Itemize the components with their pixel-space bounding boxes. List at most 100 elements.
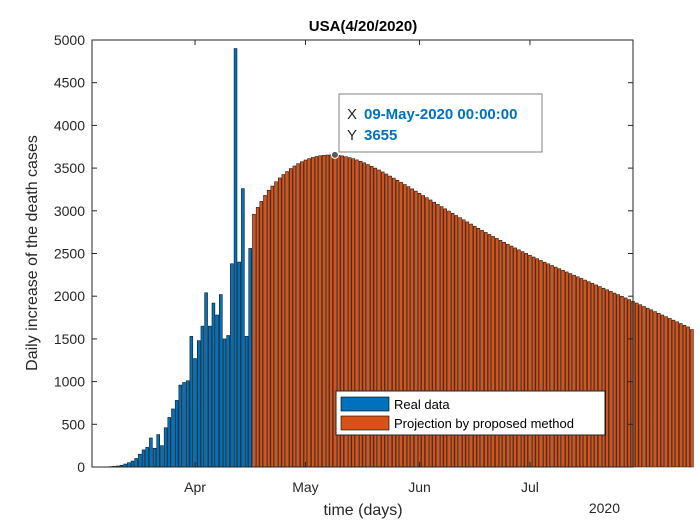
real-data-bar [182,382,186,468]
projection-bar [682,324,687,468]
projection-bar [664,316,668,468]
projection-bar [653,311,657,468]
data-tip[interactable]: X 09-May-2020 00:00:00 Y 3655 [330,93,543,159]
real-data-bars [105,48,252,468]
projection-bar [535,258,540,468]
projection-bar [576,276,580,468]
real-data-bar [185,380,190,468]
real-data-bar [197,340,201,468]
y-tick-label: 3500 [54,160,85,176]
projection-bar [609,291,613,468]
real-data-bar [233,48,238,468]
projection-bar [255,207,260,468]
projection-bar [660,314,665,468]
projection-bar [314,156,319,468]
data-tip-x-label: X [347,106,357,123]
projection-bar [686,326,690,468]
projection-bar [671,319,676,468]
real-data-bar [193,358,197,468]
projection-bar [668,318,672,468]
projection-bar [553,266,558,468]
projection-bar [657,313,661,468]
real-data-bar [156,434,160,468]
real-data-bar [167,417,171,468]
x-axis-ticks: Apr May Jun Jul [184,40,539,495]
y-tick-label: 2500 [54,246,85,262]
y-tick-label: 3000 [54,203,85,219]
projection-bar [638,304,643,468]
y-tick-label: 0 [77,459,85,475]
x-tick-label: May [292,479,318,495]
projection-bar [642,306,646,468]
projection-bar [616,294,620,468]
projection-bar [322,155,326,468]
projection-bar [605,289,609,468]
data-tip-y-label: Y [347,127,357,144]
projection-bar [634,302,639,468]
data-tip-marker[interactable] [330,150,339,159]
projection-bar [270,185,275,468]
x-tick-label: Apr [184,479,206,495]
projection-bar [292,165,297,468]
real-data-bar [127,462,131,468]
real-data-bar [138,453,142,468]
legend[interactable]: Real data Projection by proposed method [335,390,606,436]
projection-bar [623,297,628,468]
projection-bar [594,284,598,468]
projection-bar [307,158,311,468]
real-data-bar [160,445,164,468]
projection-bar [289,168,293,468]
projection-bar [590,283,595,468]
legend-swatch-projection [340,415,390,431]
real-data-bar [200,325,205,468]
data-tip-x-value: 09-May-2020 00:00:00 [364,106,517,123]
real-data-bar [215,314,219,468]
data-tip-y-value: 3655 [364,127,397,144]
real-data-bar [152,447,157,468]
projection-bar [572,274,576,468]
projection-bar [318,155,322,468]
legend-swatch-real-data [340,396,390,412]
projection-bar [587,281,591,468]
projection-bar [612,292,617,468]
projection-bar [542,261,547,468]
projection-bar [601,287,606,468]
real-data-bar [174,400,179,468]
real-data-bar [226,335,230,468]
y-tick-label: 2000 [54,288,85,304]
real-data-bar [230,263,234,468]
y-axis-ticks: 0 500 1000 1500 2000 2500 3000 3500 4000 4500 5000 [54,32,633,475]
real-data-bar [222,338,227,468]
projection-bar [546,263,551,468]
projection-bar [281,174,286,468]
real-data-bar [204,292,208,468]
y-tick-label: 4000 [54,117,85,133]
projection-bar [550,265,554,468]
real-data-bar [163,427,168,468]
real-data-bar [189,336,194,468]
y-tick-label: 1000 [54,374,85,390]
real-data-bar [134,458,138,468]
y-tick-label: 5000 [54,32,85,48]
real-data-bar [241,188,245,468]
x-tick-label: Jun [408,479,431,495]
real-data-bar [145,447,149,468]
real-data-bar [208,325,212,468]
projection-bar [598,286,602,468]
projection-bar [557,268,562,468]
real-data-bar [178,384,183,468]
y-axis-title: Daily increase of the death cases [24,135,41,371]
projection-bar [296,163,300,468]
legend-label-real-data: Real data [394,397,450,412]
projection-bar [266,190,271,468]
projection-bar [646,307,650,468]
projection-bar [300,161,304,468]
real-data-bar [219,294,223,468]
data-tip-box [338,93,543,153]
real-data-bar [141,449,146,468]
projection-bar [285,171,289,468]
projection-bar [325,154,330,468]
projection-bars [252,154,694,468]
projection-bar [561,270,565,468]
